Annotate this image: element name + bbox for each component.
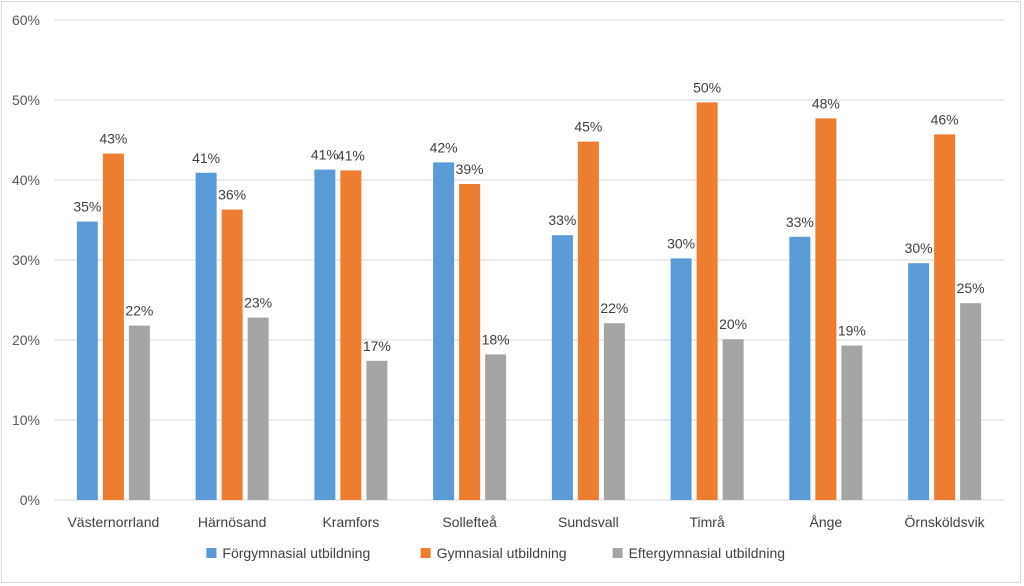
y-tick-label: 30% xyxy=(12,252,40,268)
data-label: 22% xyxy=(125,303,153,319)
bar xyxy=(696,102,718,501)
data-label: 46% xyxy=(931,111,959,127)
legend-swatch xyxy=(206,548,217,558)
y-tick-label: 60% xyxy=(12,12,40,28)
data-label: 39% xyxy=(456,161,484,177)
data-label: 35% xyxy=(73,199,101,215)
x-axis-categories: Västernorrland Härnösand Kramfors Sollefteå… xyxy=(67,513,985,530)
data-label: 41% xyxy=(311,147,339,163)
data-labels: 35%43%22%41%36%23%41%41%17%42%39%18%33%4… xyxy=(73,79,984,353)
data-label: 30% xyxy=(667,235,695,251)
data-label: 33% xyxy=(548,212,576,228)
data-label: 48% xyxy=(812,95,840,111)
y-tick-label: 10% xyxy=(12,412,40,428)
legend-label: Gymnasial utbildning xyxy=(437,545,567,561)
bar xyxy=(247,317,269,500)
data-label: 20% xyxy=(719,316,747,332)
bar xyxy=(76,221,98,500)
bar xyxy=(789,236,811,501)
bar xyxy=(722,339,744,500)
y-axis-ticks: 0% 10% 20% 30% 40% 50% 60% xyxy=(12,12,40,508)
data-label: 23% xyxy=(244,295,272,311)
x-category-label: Kramfors xyxy=(322,514,379,530)
data-label: 22% xyxy=(600,300,628,316)
data-label: 33% xyxy=(786,214,814,230)
bar xyxy=(815,118,837,501)
legend-label: Förgymnasial utbildning xyxy=(222,545,370,561)
data-label: 42% xyxy=(430,139,458,155)
data-label: 25% xyxy=(957,280,985,296)
bar xyxy=(314,169,336,500)
data-label: 36% xyxy=(218,187,246,203)
bar xyxy=(459,184,481,500)
bar xyxy=(340,170,362,500)
data-label: 43% xyxy=(99,131,127,147)
legend-swatch xyxy=(420,548,431,558)
x-category-label: Västernorrland xyxy=(67,514,159,530)
data-label: 45% xyxy=(574,119,602,135)
legend: Förgymnasial utbildning Gymnasial utbildn… xyxy=(206,545,785,561)
bar xyxy=(577,141,599,500)
bar xyxy=(485,354,507,500)
data-label: 41% xyxy=(192,150,220,166)
data-label: 17% xyxy=(363,338,391,354)
bar xyxy=(128,325,150,500)
data-label: 18% xyxy=(482,331,510,347)
bar xyxy=(841,345,863,500)
bar xyxy=(908,263,930,500)
bar xyxy=(960,303,982,500)
bars xyxy=(76,102,982,501)
bar xyxy=(670,258,692,500)
y-tick-label: 0% xyxy=(20,492,40,508)
data-label: 50% xyxy=(693,79,721,95)
bar xyxy=(221,209,243,500)
x-category-label: Sundsvall xyxy=(558,514,619,530)
x-category-label: Timrå xyxy=(689,514,724,530)
legend-swatch xyxy=(612,548,623,558)
bar xyxy=(102,153,124,500)
y-tick-label: 40% xyxy=(12,172,40,188)
y-tick-label: 50% xyxy=(12,92,40,108)
bar xyxy=(603,323,625,500)
x-category-label: Sollefteå xyxy=(442,514,497,530)
bar xyxy=(934,134,956,500)
legend-label: Eftergymnasial utbildning xyxy=(629,545,785,561)
y-tick-label: 20% xyxy=(12,332,40,348)
data-label: 41% xyxy=(337,147,365,163)
x-category-label: Örnsköldsvik xyxy=(905,513,986,530)
bar xyxy=(433,162,455,500)
bar xyxy=(551,235,573,500)
data-label: 19% xyxy=(838,323,866,339)
bar xyxy=(195,172,217,501)
x-category-label: Ånge xyxy=(810,514,843,530)
bar xyxy=(366,360,388,500)
data-label: 30% xyxy=(905,240,933,256)
x-category-label: Härnösand xyxy=(198,514,267,530)
